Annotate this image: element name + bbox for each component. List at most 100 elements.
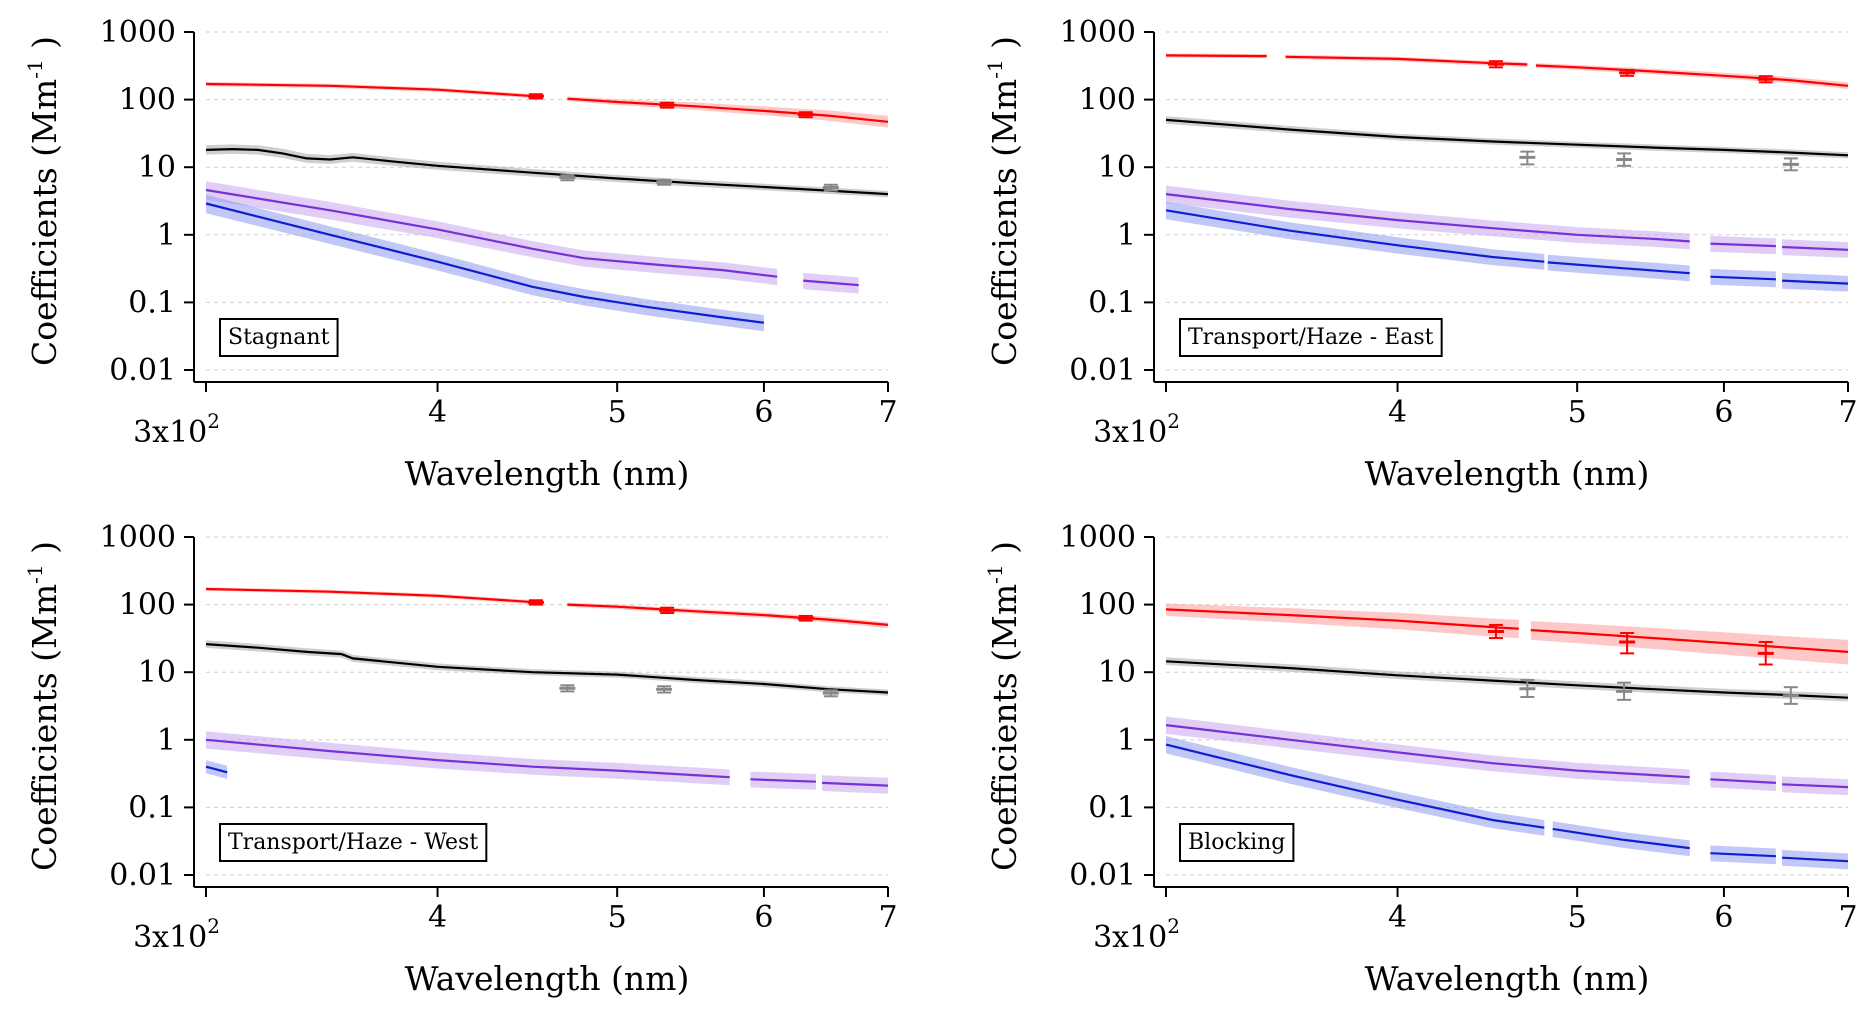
series-line — [205, 82, 536, 98]
error-bar-marker — [1757, 75, 1774, 84]
y-tick-label: 1 — [157, 723, 176, 758]
series-line — [1165, 724, 1690, 779]
series-line — [1710, 778, 1776, 784]
y-axis-title: Coefficients (Mm-1 ) — [983, 541, 1024, 871]
x-tick-label: 6 — [1714, 395, 1733, 430]
x-tick-label: 4 — [1388, 900, 1407, 935]
y-tick-label: 0.1 — [128, 790, 176, 825]
error-bar-marker — [527, 599, 544, 606]
y-tick-label: 100 — [1079, 83, 1136, 118]
error-bar-marker — [656, 685, 673, 694]
y-tick-label: 1000 — [100, 15, 176, 50]
series-line — [1547, 261, 1690, 275]
series-line — [1782, 783, 1849, 789]
series-line — [205, 643, 889, 694]
y-tick-label: 1000 — [1060, 520, 1136, 555]
series-line — [1710, 242, 1776, 248]
error-bar-marker — [1519, 150, 1536, 166]
error-bar-marker — [559, 174, 576, 182]
y-tick-label: 1000 — [1060, 15, 1136, 50]
panel-label: Transport/Haze - East — [1188, 325, 1434, 350]
x-tick-label: 4 — [428, 395, 447, 430]
error-bar-marker — [822, 689, 839, 698]
y-tick-label: 100 — [1079, 588, 1136, 623]
y-tick-label: 0.01 — [109, 858, 176, 893]
series-line — [1165, 209, 1545, 263]
x-tick-label: 4 — [1388, 395, 1407, 430]
panel-label-box: Stagnant — [219, 318, 339, 357]
error-bar-marker — [1616, 152, 1633, 167]
uncertainty-band — [1166, 716, 1690, 786]
y-axis-title: Coefficients (Mm-1 ) — [983, 36, 1024, 366]
x-tick-label: 3x102 — [1093, 409, 1180, 450]
series-line — [1710, 852, 1776, 858]
series-line — [1165, 660, 1849, 699]
series-line — [205, 765, 228, 774]
error-bar-marker — [559, 684, 576, 693]
series-line — [1165, 608, 1519, 630]
chart-panel: 0.01 0.1 1 10 100 1000 3x102 4 5 6 7 Wavelength (nm… — [983, 15, 1858, 493]
x-tick-label: 4 — [428, 900, 447, 935]
error-bar-marker — [1487, 60, 1504, 69]
x-tick-label: 7 — [878, 395, 897, 430]
series-line — [1552, 827, 1690, 850]
x-tick-label: 5 — [608, 900, 627, 935]
y-tick-label: 100 — [119, 588, 176, 623]
uncertainty-band — [1166, 657, 1848, 702]
series-line — [205, 202, 765, 324]
y-tick-label: 10 — [1098, 655, 1136, 690]
y-tick-label: 100 — [119, 83, 176, 118]
series-line — [1782, 856, 1849, 863]
series-line — [205, 147, 889, 196]
panel-label: Transport/Haze - West — [228, 830, 478, 855]
y-tick-label: 0.01 — [1069, 353, 1136, 388]
x-tick-label: 7 — [878, 900, 897, 935]
y-tick-label: 0.01 — [1069, 858, 1136, 893]
error-bar-marker — [656, 178, 673, 186]
y-tick-label: 0.1 — [1088, 790, 1136, 825]
panel-label-frame — [219, 823, 488, 862]
x-axis-title: Wavelength (nm) — [405, 454, 690, 493]
error-bar-marker — [1619, 68, 1636, 77]
x-tick-label: 5 — [1568, 395, 1587, 430]
chart-panel: 0.01 0.1 1 10 100 1000 3x102 4 5 6 7 Wavelength (nm… — [983, 520, 1858, 998]
error-bar-marker — [1757, 640, 1774, 666]
y-tick-label: 1 — [1117, 218, 1136, 253]
series-line — [1530, 629, 1849, 653]
series-line — [1782, 245, 1849, 251]
series-line — [205, 188, 778, 278]
uncertainty-band — [206, 194, 764, 332]
error-bar-marker — [1487, 623, 1504, 640]
panel-label-box: Transport/Haze - West — [219, 823, 488, 862]
x-tick-label: 6 — [1714, 900, 1733, 935]
error-bar-marker — [1782, 686, 1799, 705]
y-tick-label: 0.01 — [109, 353, 176, 388]
panel-label: Blocking — [1188, 830, 1285, 855]
y-tick-label: 1 — [1117, 723, 1136, 758]
series-line — [1285, 55, 1528, 66]
y-tick-label: 10 — [1098, 150, 1136, 185]
series-line — [750, 778, 816, 783]
y-axis-title: Coefficients (Mm-1 ) — [23, 36, 64, 366]
uncertainty-band — [206, 731, 730, 786]
y-tick-label: 0.1 — [1088, 285, 1136, 320]
y-tick-label: 1 — [157, 218, 176, 253]
panel-label-box: Blocking — [1179, 823, 1295, 862]
x-tick-label: 5 — [1568, 900, 1587, 935]
series-line — [205, 587, 536, 604]
uncertainty-band — [1166, 116, 1848, 159]
error-bar-marker — [797, 614, 814, 622]
x-tick-label: 6 — [754, 900, 773, 935]
error-bar-marker — [527, 93, 544, 100]
x-tick-label: 5 — [608, 395, 627, 430]
error-bar-marker — [1519, 678, 1536, 698]
y-tick-label: 10 — [138, 655, 176, 690]
series-line — [567, 603, 889, 626]
y-axis-title: Coefficients (Mm-1 ) — [23, 541, 64, 871]
error-bar-marker — [659, 101, 676, 109]
x-tick-label: 3x102 — [1093, 914, 1180, 955]
panel-label-frame — [219, 318, 339, 357]
series-line — [567, 97, 889, 123]
y-tick-label: 1000 — [100, 520, 176, 555]
